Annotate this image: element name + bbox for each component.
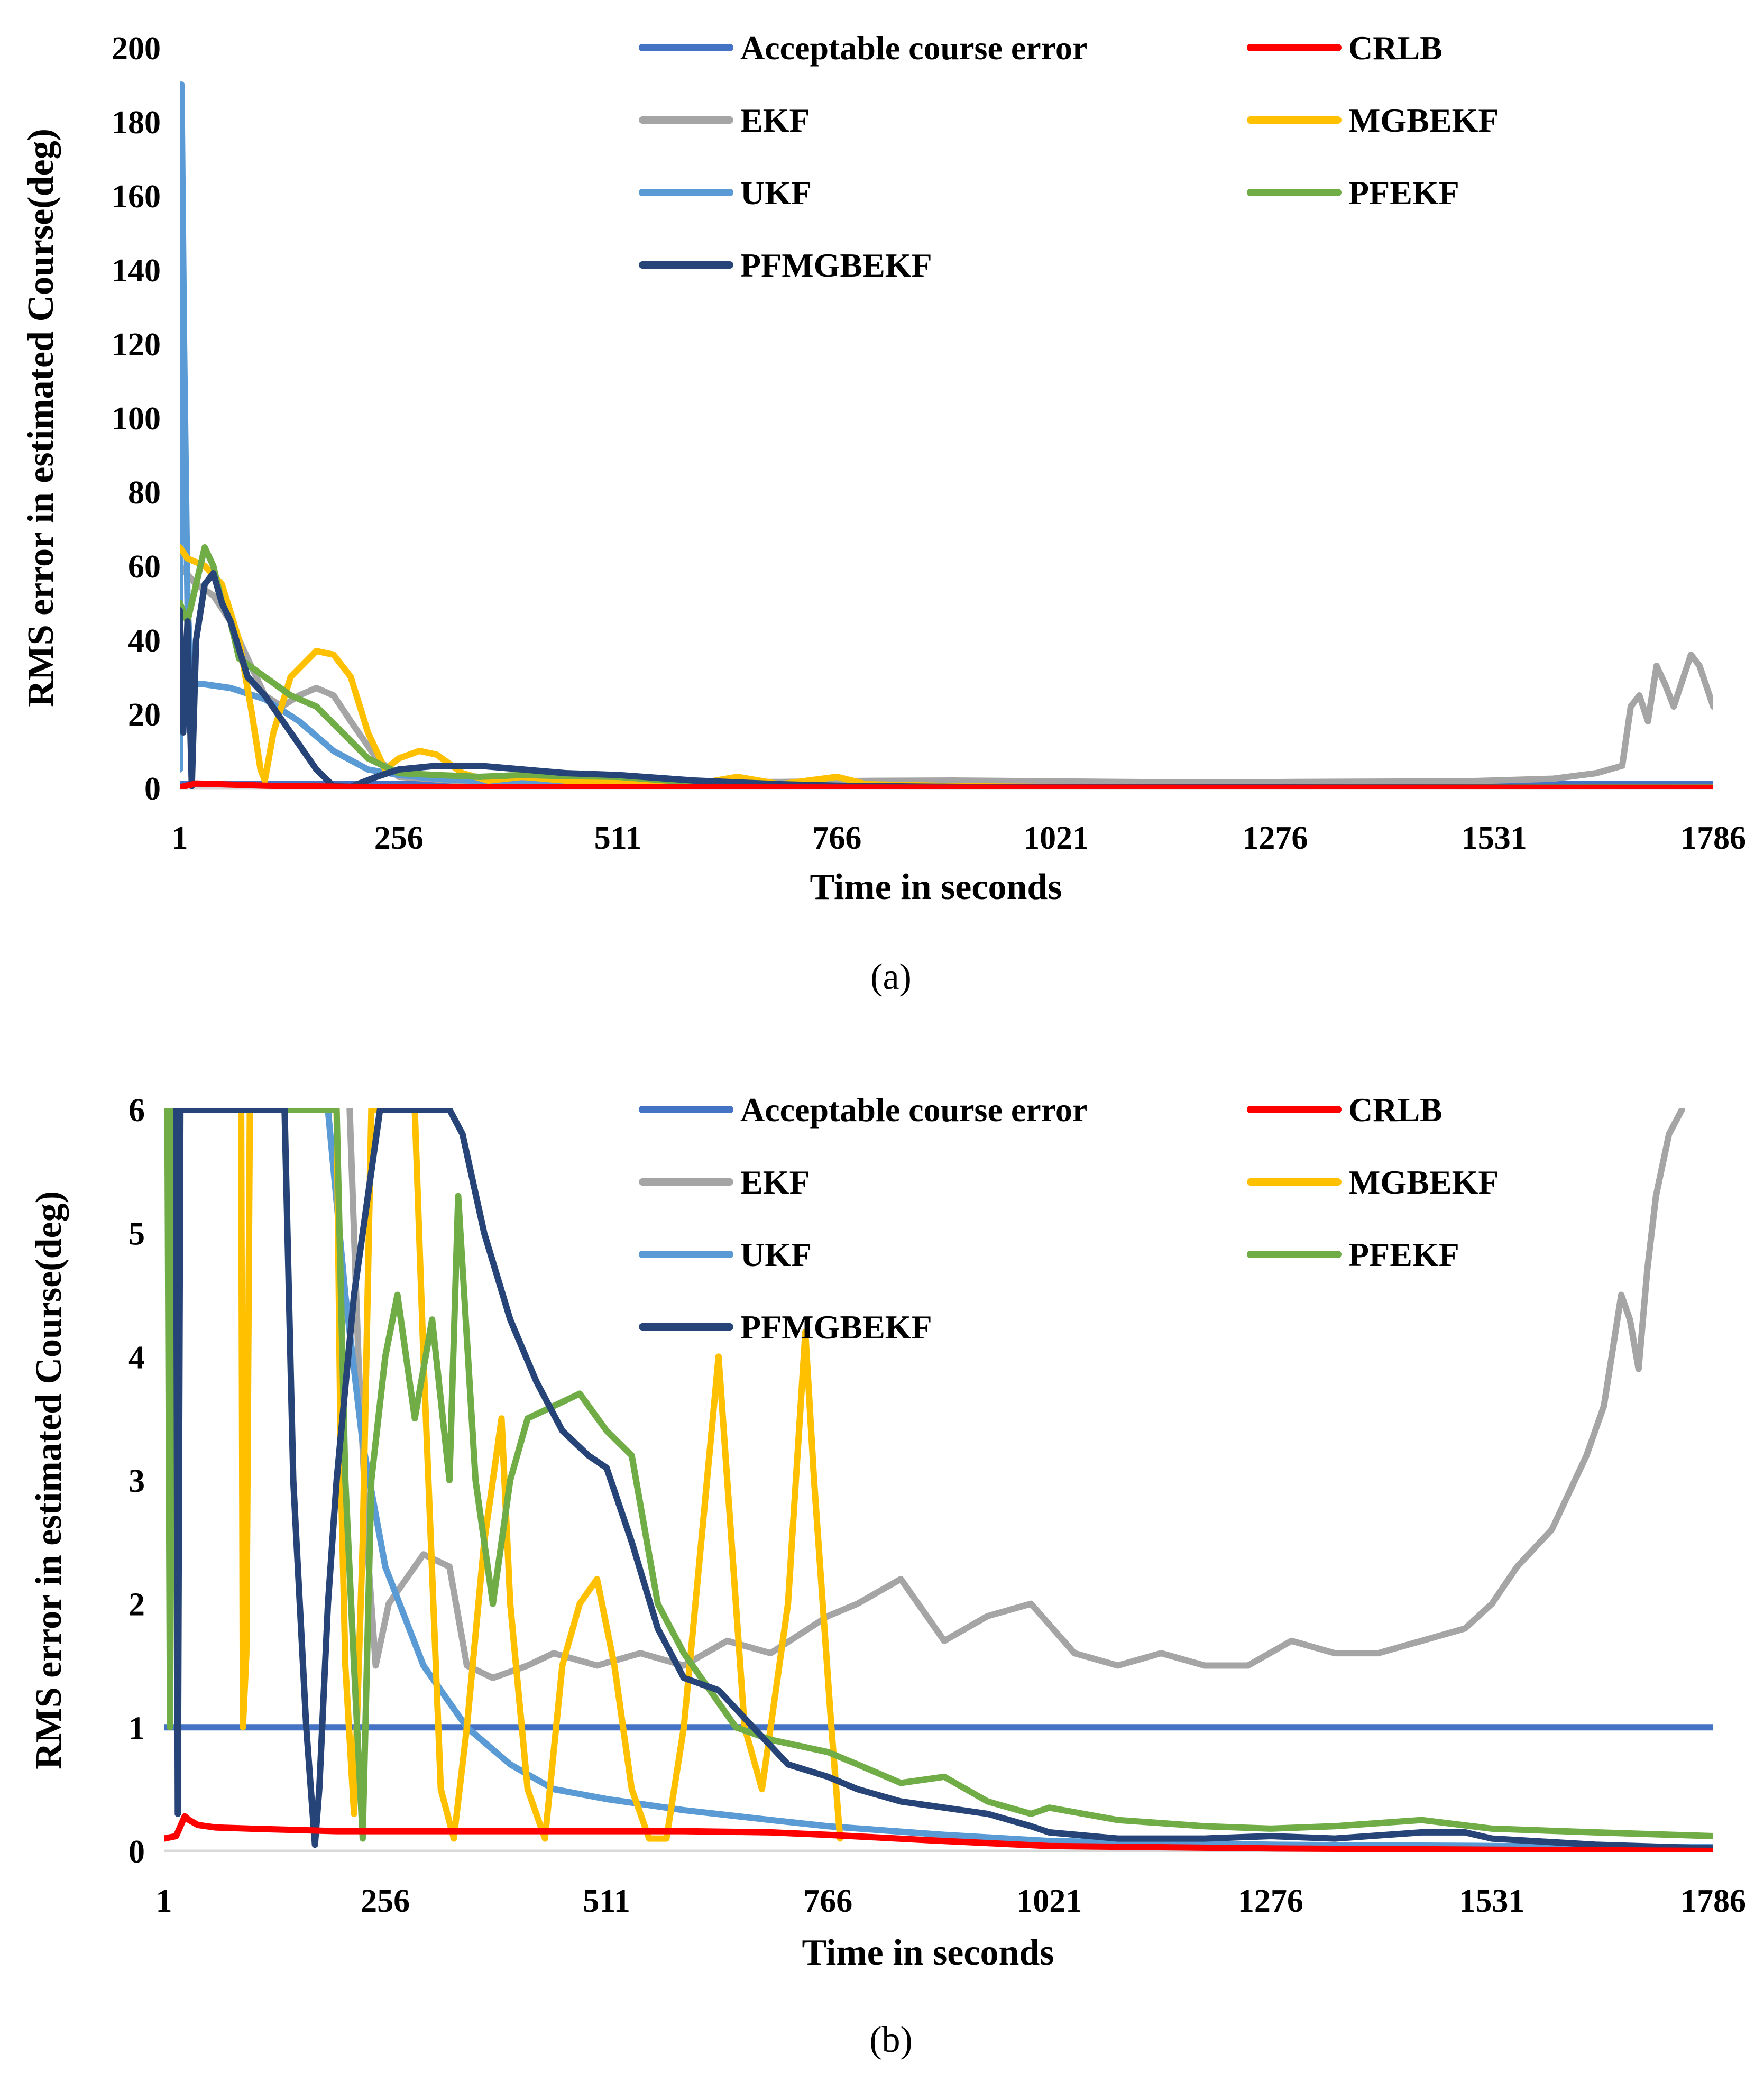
x-tick-label: 1021: [1016, 1883, 1082, 1919]
y-tick-label: 2: [128, 1587, 145, 1623]
x-tick-label: 1786: [1680, 1883, 1746, 1919]
y-tick-label: 80: [128, 475, 161, 511]
series-line-crlb: [164, 1813, 1713, 1852]
series-line-ekf: [346, 1108, 1685, 1681]
y-tick-label: 180: [112, 105, 161, 141]
y-tick-label: 40: [128, 623, 161, 659]
legend-label-mgbekf: MGBEKF: [1348, 1163, 1499, 1201]
y-tick-label: 200: [112, 31, 161, 67]
legend-label-crlb: CRLB: [1348, 1091, 1443, 1129]
series-line-ukf: [180, 81, 1713, 789]
x-tick-label: 1531: [1462, 820, 1527, 856]
series-line-ekf: [180, 563, 1713, 786]
x-tick-label: 766: [803, 1883, 852, 1919]
legend-label-ukf: UKF: [740, 174, 812, 212]
series-line-crlb: [180, 780, 1713, 789]
panel-caption: (b): [869, 2020, 913, 2060]
y-tick-label: 3: [128, 1463, 145, 1499]
legend-label-mgbekf: MGBEKF: [1348, 102, 1499, 139]
y-tick-label: 160: [112, 179, 161, 215]
y-axis-title: RMS error in estimated Course(deg): [29, 1191, 69, 1769]
legend-label-acceptable-course-error: Acceptable course error: [740, 29, 1087, 67]
x-tick-label: 1: [156, 1883, 172, 1919]
series-line-pfekf: [164, 1108, 1713, 1842]
y-tick-label: 6: [128, 1093, 145, 1129]
y-tick-label: 140: [112, 253, 161, 289]
legend-label-pfekf: PFEKF: [1348, 1236, 1459, 1273]
x-tick-label: 1276: [1242, 820, 1308, 856]
panel-a-chart: 0 20 40 60 80 100 120 140 160 180 200 1 256 511 766 102…: [21, 29, 1746, 997]
panel-caption: (a): [870, 957, 912, 997]
x-tick-label: 1531: [1459, 1883, 1524, 1919]
series-line-mgbekf: [238, 1108, 843, 1842]
x-tick-label: 1786: [1680, 820, 1746, 856]
y-tick-label: 0: [144, 771, 161, 807]
x-tick-label: 1: [172, 820, 188, 856]
legend-label-acceptable-course-error: Acceptable course error: [740, 1091, 1087, 1129]
y-tick-label: 100: [112, 401, 161, 437]
series-line-mgbekf: [180, 544, 1713, 789]
legend-label-pfmgbekf: PFMGBEKF: [740, 246, 932, 284]
legend-label-ekf: EKF: [740, 102, 810, 139]
x-tick-label: 1021: [1023, 820, 1089, 856]
x-tick-label: 256: [361, 1883, 410, 1919]
legend-label-pfmgbekf: PFMGBEKF: [740, 1308, 932, 1346]
y-tick-label: 4: [128, 1340, 145, 1375]
y-tick-label: 1: [128, 1710, 145, 1746]
series-line-pfmgbekf: [173, 1108, 1713, 1852]
x-tick-label: 511: [594, 820, 642, 856]
y-tick-label: 120: [112, 327, 161, 363]
y-tick-label: 20: [128, 697, 161, 733]
legend-label-crlb: CRLB: [1348, 29, 1443, 67]
x-axis-title: Time in seconds: [802, 1932, 1054, 1973]
y-axis-title: RMS error in estimated Course(deg): [21, 129, 61, 707]
y-tick-label: 5: [128, 1216, 145, 1252]
legend-label-pfekf: PFEKF: [1348, 174, 1459, 212]
x-tick-label: 256: [374, 820, 424, 856]
y-tick-label: 0: [128, 1834, 145, 1870]
y-tick-label: 60: [128, 549, 161, 585]
x-tick-label: 766: [812, 820, 861, 856]
legend-label-ekf: EKF: [740, 1163, 810, 1201]
x-tick-label: 1276: [1238, 1883, 1303, 1919]
legend-label-ukf: UKF: [740, 1236, 812, 1273]
x-axis-title: Time in seconds: [810, 867, 1062, 907]
x-tick-label: 511: [583, 1883, 630, 1919]
series-line-ukf: [325, 1108, 1713, 1850]
